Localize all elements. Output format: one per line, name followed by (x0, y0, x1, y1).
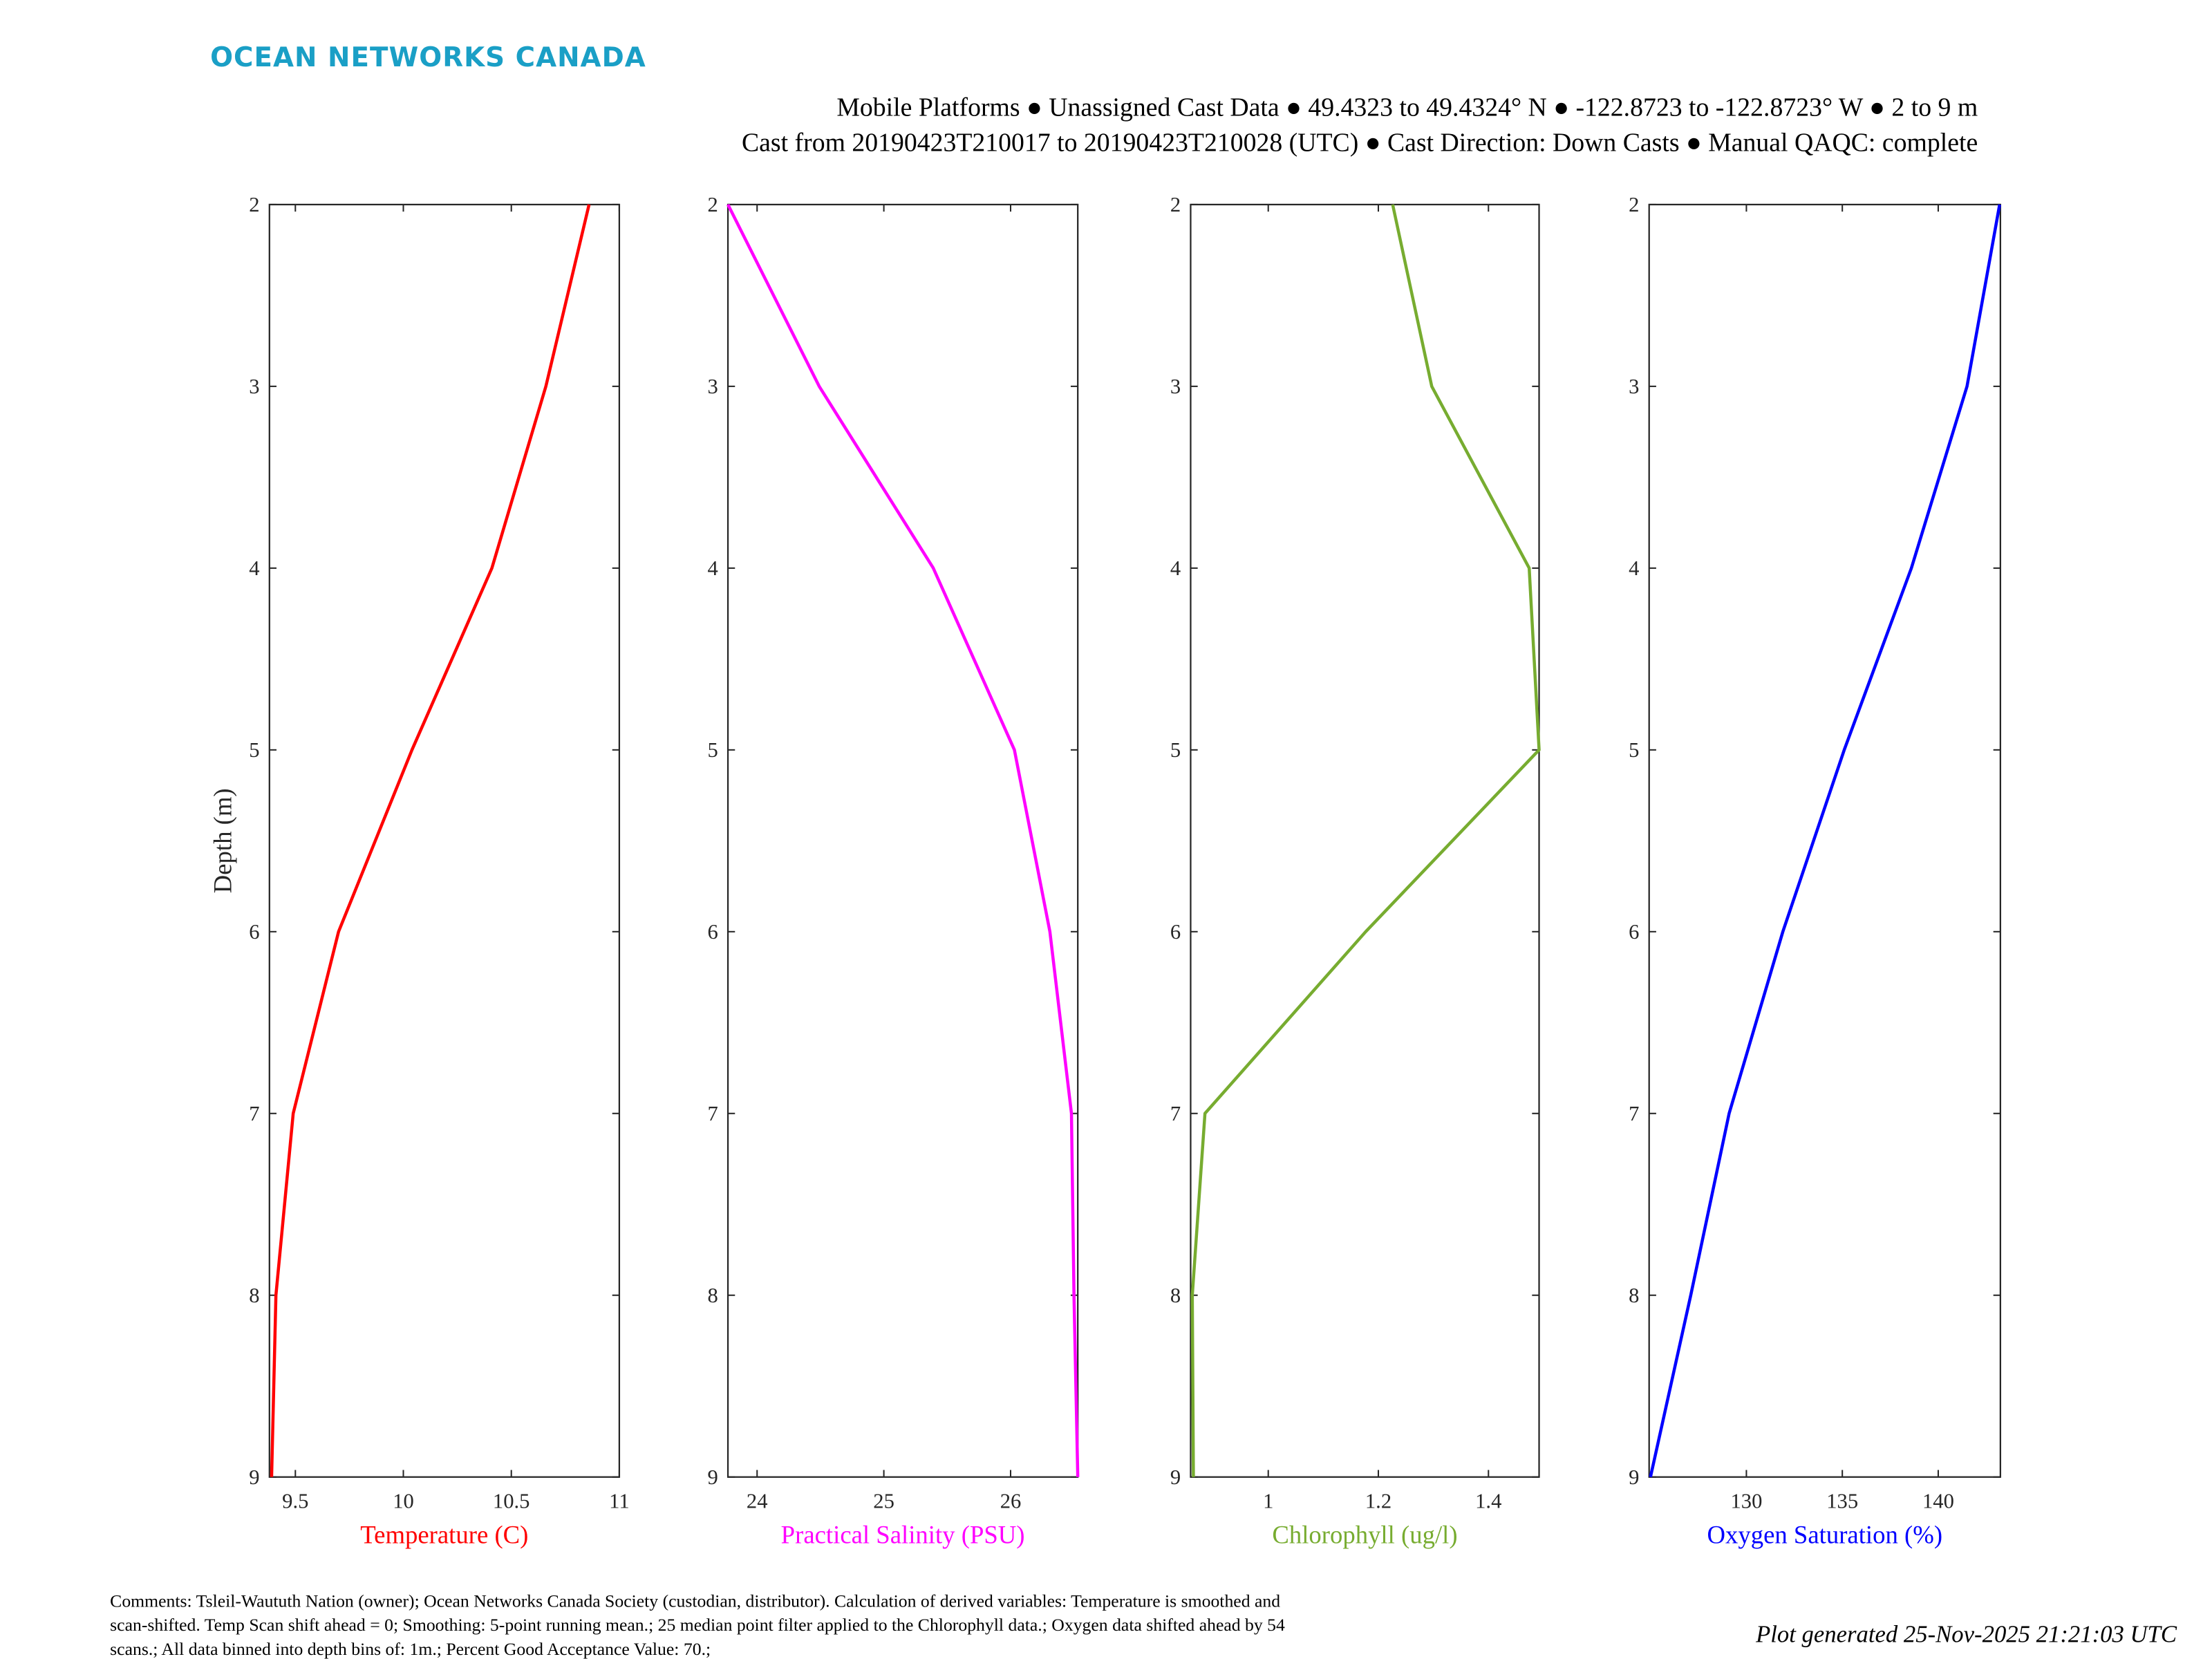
y-tick-label: 9 (707, 1465, 718, 1489)
axes-box (1648, 203, 2001, 1478)
x-axis-label: Oxygen Saturation (%) (1707, 1521, 1942, 1549)
comments-line-2: scan-shifted. Temp Scan shift ahead = 0;… (110, 1615, 1285, 1635)
y-tick-label: 6 (707, 920, 718, 944)
y-tick-label: 3 (1629, 375, 1639, 398)
y-tick-label: 7 (707, 1102, 718, 1125)
y-tick-label: 9 (1629, 1465, 1639, 1489)
y-tick-label: 6 (1170, 920, 1181, 944)
plot-generated: Plot generated 25-Nov-2025 21:21:03 UTC (1755, 1621, 2177, 1648)
y-tick-label: 8 (1629, 1284, 1639, 1307)
axes-box (268, 203, 621, 1478)
x-tick-label: 10 (393, 1490, 414, 1513)
x-tick-label: 130 (1730, 1490, 1762, 1513)
y-tick-label: 2 (1170, 193, 1181, 216)
y-tick-label: 4 (707, 556, 718, 580)
y-tick-label: 6 (1629, 920, 1639, 944)
y-tick-label: 6 (249, 920, 259, 944)
y-tick-label: 5 (707, 738, 718, 762)
y-tick-label: 7 (1170, 1102, 1181, 1125)
panel-3: 2 3 4 5 6 7 8 9 1 1.2 1.4 Chlorophyll (ug/l) (1170, 193, 1541, 1549)
logo: OCEAN NETWORKS CANADA (210, 42, 646, 73)
y-axis-label: Depth (m) (209, 788, 237, 893)
comments-line-3: scans.; All data binned into depth bins … (110, 1639, 711, 1659)
x-tick-label: 140 (1922, 1490, 1954, 1513)
y-tick-label: 8 (707, 1284, 718, 1307)
y-tick-label: 7 (249, 1102, 259, 1125)
y-tick-label: 9 (249, 1465, 259, 1489)
x-axis-label: Temperature (C) (360, 1521, 528, 1549)
y-tick-label: 5 (1629, 738, 1639, 762)
x-tick-label: 1.4 (1475, 1490, 1501, 1513)
y-tick-label: 4 (1170, 556, 1181, 580)
y-tick-label: 8 (249, 1284, 259, 1307)
y-tick-label: 5 (249, 738, 259, 762)
series-line (1649, 204, 2001, 1478)
y-tick-label: 5 (1170, 738, 1181, 762)
series-line (1190, 204, 1541, 1477)
x-tick-label: 1 (1263, 1490, 1273, 1513)
chart-panels: 2 3 4 5 6 7 8 9 9.5 10 10.5 11 Temperature (C) Depth … (209, 193, 2001, 1549)
series-line (727, 203, 1080, 1477)
y-tick-label: 7 (1629, 1102, 1639, 1125)
x-tick-label: 11 (609, 1490, 629, 1513)
title-line-1: Mobile Platforms ● Unassigned Cast Data … (836, 93, 1978, 122)
y-tick-label: 4 (1629, 556, 1639, 580)
x-tick-label: 9.5 (282, 1490, 308, 1513)
y-tick-label: 3 (249, 375, 259, 398)
x-tick-label: 1.2 (1365, 1490, 1391, 1513)
series-line (270, 204, 591, 1477)
x-tick-label: 24 (747, 1490, 768, 1513)
x-tick-label: 25 (873, 1490, 894, 1513)
panel-4: 2 3 4 5 6 7 8 9 130 135 140 Oxygen Saturation (%) (1629, 193, 2001, 1549)
y-tick-label: 2 (707, 193, 718, 216)
title-line-2: Cast from 20190423T210017 to 20190423T21… (742, 128, 1978, 157)
y-tick-label: 2 (1629, 193, 1639, 216)
panel-1: 2 3 4 5 6 7 8 9 9.5 10 10.5 11 Temperature (C) Depth … (209, 193, 630, 1549)
x-tick-label: 10.5 (493, 1490, 530, 1513)
y-tick-label: 2 (249, 193, 259, 216)
x-tick-label: 26 (1000, 1490, 1022, 1513)
x-tick-label: 135 (1826, 1490, 1858, 1513)
panel-2: 2 3 4 5 6 7 8 9 24 25 26 Practical Salinity (PSU) (707, 193, 1080, 1549)
axes-box (1190, 203, 1540, 1478)
y-tick-label: 8 (1170, 1284, 1181, 1307)
y-tick-label: 4 (249, 556, 259, 580)
y-tick-label: 9 (1170, 1465, 1181, 1489)
axes-box (727, 203, 1079, 1478)
y-tick-label: 3 (707, 375, 718, 398)
y-tick-label: 3 (1170, 375, 1181, 398)
x-axis-label: Practical Salinity (PSU) (781, 1521, 1025, 1549)
x-axis-label: Chlorophyll (ug/l) (1272, 1521, 1457, 1549)
comments-line-1: Comments: Tsleil-Waututh Nation (owner);… (110, 1591, 1280, 1611)
